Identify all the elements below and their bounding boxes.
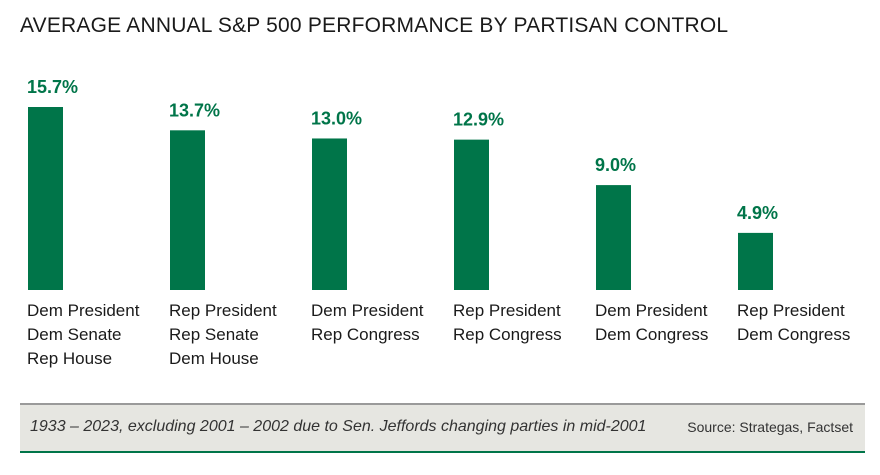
bar-2 xyxy=(170,130,205,290)
value-label-5: 9.0% xyxy=(595,155,636,175)
bar-1 xyxy=(28,107,63,290)
value-label-4: 12.9% xyxy=(453,110,504,130)
category-label-5: Dem President Dem Congress xyxy=(595,301,708,344)
footnote: 1933 – 2023, excluding 2001 – 2002 due t… xyxy=(30,418,647,435)
category-label-3: Dem President Rep Congress xyxy=(311,301,424,344)
category-label-6: Rep President Dem Congress xyxy=(737,301,850,344)
bar-4 xyxy=(454,139,489,290)
bar-6 xyxy=(738,232,773,290)
value-label-6: 4.9% xyxy=(737,203,778,223)
chart-title: AVERAGE ANNUAL S&P 500 PERFORMANCE BY PA… xyxy=(20,14,729,37)
source-credit: Source: Strategas, Factset xyxy=(687,419,853,435)
category-label-4: Rep President Rep Congress xyxy=(453,301,562,344)
value-label-2: 13.7% xyxy=(169,100,220,120)
bar-chart: 15.7% Dem President Dem Senate Rep House 13.… xyxy=(27,77,850,368)
footer-bar: 1933 – 2023, excluding 2001 – 2002 due t… xyxy=(20,403,865,453)
value-label-3: 13.0% xyxy=(311,108,362,128)
bar-3 xyxy=(312,138,347,290)
category-label-2: Rep President Rep Senate Dem House xyxy=(169,301,277,368)
bar-5 xyxy=(596,185,631,290)
value-label-1: 15.7% xyxy=(27,77,78,97)
category-label-1: Dem President Dem Senate Rep House xyxy=(27,301,140,368)
